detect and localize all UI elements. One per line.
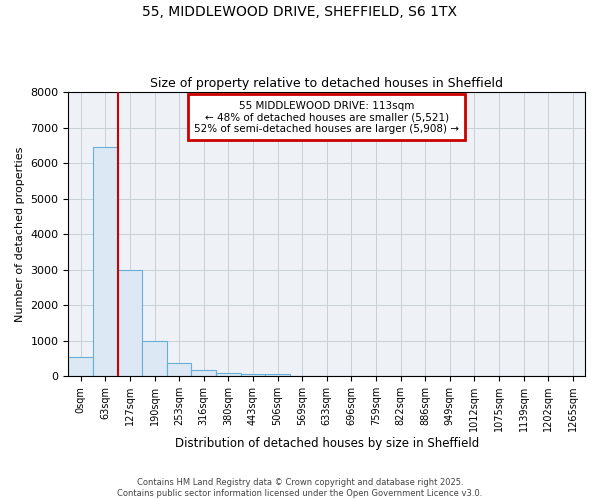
Bar	[191, 370, 216, 376]
Bar	[216, 372, 241, 376]
Text: Contains HM Land Registry data © Crown copyright and database right 2025.
Contai: Contains HM Land Registry data © Crown c…	[118, 478, 482, 498]
Bar	[167, 363, 191, 376]
Bar	[68, 356, 93, 376]
Bar	[93, 147, 118, 376]
Text: 55, MIDDLEWOOD DRIVE, SHEFFIELD, S6 1TX: 55, MIDDLEWOOD DRIVE, SHEFFIELD, S6 1TX	[143, 5, 458, 19]
Y-axis label: Number of detached properties: Number of detached properties	[15, 146, 25, 322]
Text: 55 MIDDLEWOOD DRIVE: 113sqm
← 48% of detached houses are smaller (5,521)
52% of : 55 MIDDLEWOOD DRIVE: 113sqm ← 48% of det…	[194, 100, 459, 134]
Bar	[142, 340, 167, 376]
Bar	[118, 270, 142, 376]
Bar	[241, 374, 265, 376]
Title: Size of property relative to detached houses in Sheffield: Size of property relative to detached ho…	[150, 76, 503, 90]
X-axis label: Distribution of detached houses by size in Sheffield: Distribution of detached houses by size …	[175, 437, 479, 450]
Bar	[265, 374, 290, 376]
